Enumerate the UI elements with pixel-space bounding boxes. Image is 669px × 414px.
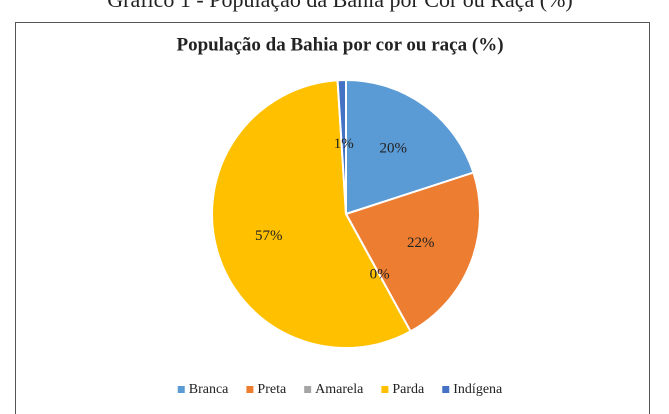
chart-frame bbox=[15, 22, 650, 414]
legend-label: Preta bbox=[257, 382, 287, 397]
legend-label: Parda bbox=[392, 382, 425, 397]
legend-marker bbox=[304, 386, 312, 393]
data-label: 57% bbox=[255, 228, 283, 244]
pie-slice bbox=[345, 78, 475, 216]
caption: Gráfico 1 - População da Bahia por Cor o… bbox=[107, 0, 573, 12]
legend-label: Amarela bbox=[315, 382, 364, 397]
pie-slice bbox=[211, 79, 412, 349]
data-label: 1% bbox=[334, 136, 354, 152]
legend-marker bbox=[246, 386, 254, 393]
chart-title: População da Bahia por cor ou raça (%) bbox=[176, 34, 503, 55]
legend-label: Branca bbox=[189, 382, 229, 397]
legend-marker bbox=[381, 386, 389, 393]
data-label: 0% bbox=[370, 266, 390, 282]
legend-label: Indígena bbox=[453, 382, 503, 397]
pie-slice bbox=[344, 171, 481, 333]
pie-slice bbox=[336, 78, 347, 215]
legend-marker bbox=[442, 386, 450, 393]
data-label: 20% bbox=[380, 140, 408, 156]
legend-marker bbox=[177, 386, 185, 393]
data-label: 22% bbox=[407, 235, 435, 251]
